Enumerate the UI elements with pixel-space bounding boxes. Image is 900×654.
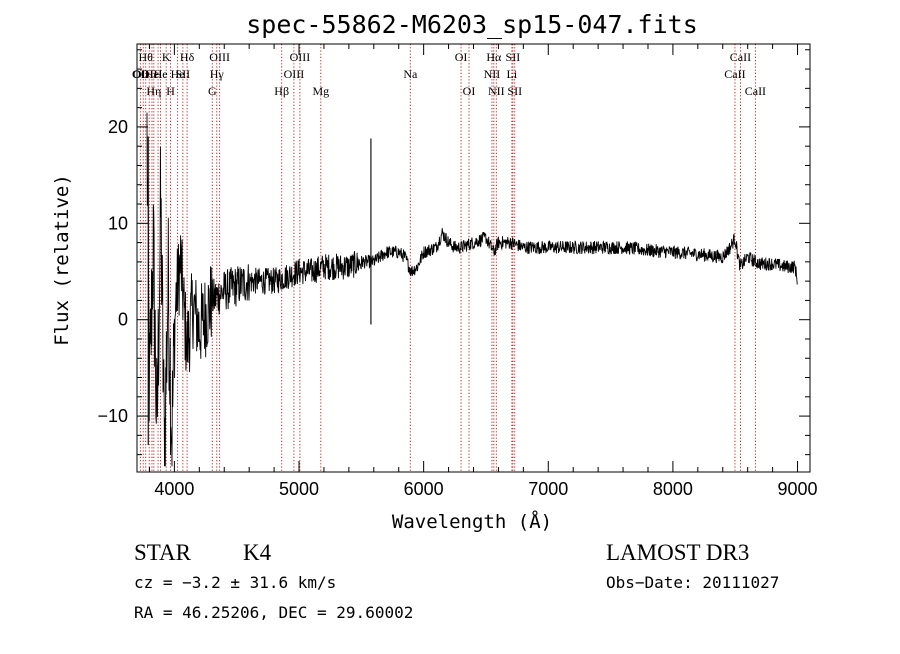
y-tick-label: −10 bbox=[97, 406, 128, 426]
spectrum-line bbox=[146, 112, 798, 467]
spectral-line-label: He bbox=[145, 67, 159, 81]
spectral-line-label: SII bbox=[506, 50, 521, 64]
spectral-line-label: Hδ bbox=[180, 50, 195, 64]
object-subclass: K4 bbox=[243, 540, 272, 565]
spectral-line-label: OIII bbox=[284, 67, 305, 81]
spectral-line-label: Hη bbox=[146, 84, 161, 98]
spectral-line-label: SII bbox=[507, 84, 522, 98]
object-class: STAR bbox=[134, 540, 192, 565]
spectral-line-label: SII bbox=[176, 67, 191, 81]
x-tick-label: 8000 bbox=[653, 479, 693, 499]
spectral-line-label: G bbox=[208, 84, 217, 98]
spectral-line-label: H bbox=[154, 67, 163, 81]
spectral-line-label: OII bbox=[141, 67, 158, 81]
observation-date: Obs−Date: 20111027 bbox=[606, 573, 779, 592]
chart-title: spec-55862-M6203_sp15-047.fits bbox=[246, 10, 698, 39]
x-tick-label: 4000 bbox=[154, 479, 194, 499]
spectral-line-label: He bbox=[171, 67, 185, 81]
y-tick-label: 20 bbox=[108, 117, 128, 137]
spectral-line-label: He bbox=[154, 67, 168, 81]
redshift-velocity: cz = −3.2 ± 31.6 km/s bbox=[134, 573, 336, 592]
x-tick-label: 6000 bbox=[404, 479, 444, 499]
spectral-line-label: CaII bbox=[724, 67, 745, 81]
spectral-line-label: Li bbox=[507, 67, 518, 81]
x-axis-label: Wavelength (Å) bbox=[392, 510, 552, 533]
spectral-line-labels: OIIOIIIHθOIIHeHηHHeKHHeSIIHδGHγOIIIHβOII… bbox=[132, 50, 766, 98]
spectral-line-markers bbox=[139, 44, 756, 472]
spectral-line-label: NII bbox=[484, 67, 501, 81]
spectral-line-label: Hγ bbox=[210, 67, 225, 81]
spectral-line-label: OI bbox=[463, 84, 476, 98]
spectral-line-label: OIII bbox=[290, 50, 311, 64]
sky-coordinates: RA = 46.25206, DEC = 29.60002 bbox=[134, 603, 413, 622]
y-tick-label: 10 bbox=[108, 213, 128, 233]
x-tick-label: 5000 bbox=[279, 479, 319, 499]
spectrum-line-group bbox=[146, 112, 798, 467]
x-tick-label: 7000 bbox=[528, 479, 568, 499]
spectral-line-label: H bbox=[166, 84, 175, 98]
survey-name: LAMOST DR3 bbox=[606, 540, 749, 565]
spectral-line-label: CaII bbox=[730, 50, 751, 64]
y-tick-label: 0 bbox=[118, 310, 128, 330]
axis-ticks: 4000 5000 6000 7000 8000 9000 −10 0 10 20 bbox=[97, 44, 818, 499]
y-axis-label: Flux (relative) bbox=[51, 174, 73, 346]
spectral-line-label: OIII bbox=[209, 50, 230, 64]
x-tick-label: 9000 bbox=[778, 479, 818, 499]
spectral-line-label: Na bbox=[403, 67, 418, 81]
spectral-line-label: CaII bbox=[745, 84, 766, 98]
spectral-line-label: OI bbox=[455, 50, 468, 64]
spectral-line-label: NII bbox=[488, 84, 505, 98]
spectral-line-label: Mg bbox=[312, 84, 329, 98]
spectral-line-label: OII bbox=[132, 67, 149, 81]
spectral-line-label: Hα bbox=[486, 50, 502, 64]
spectral-line-label: K bbox=[162, 50, 171, 64]
spectral-line-label: OIII bbox=[133, 67, 154, 81]
spectral-line-label: Hβ bbox=[274, 84, 289, 98]
spectral-line-label: Hθ bbox=[139, 50, 154, 64]
